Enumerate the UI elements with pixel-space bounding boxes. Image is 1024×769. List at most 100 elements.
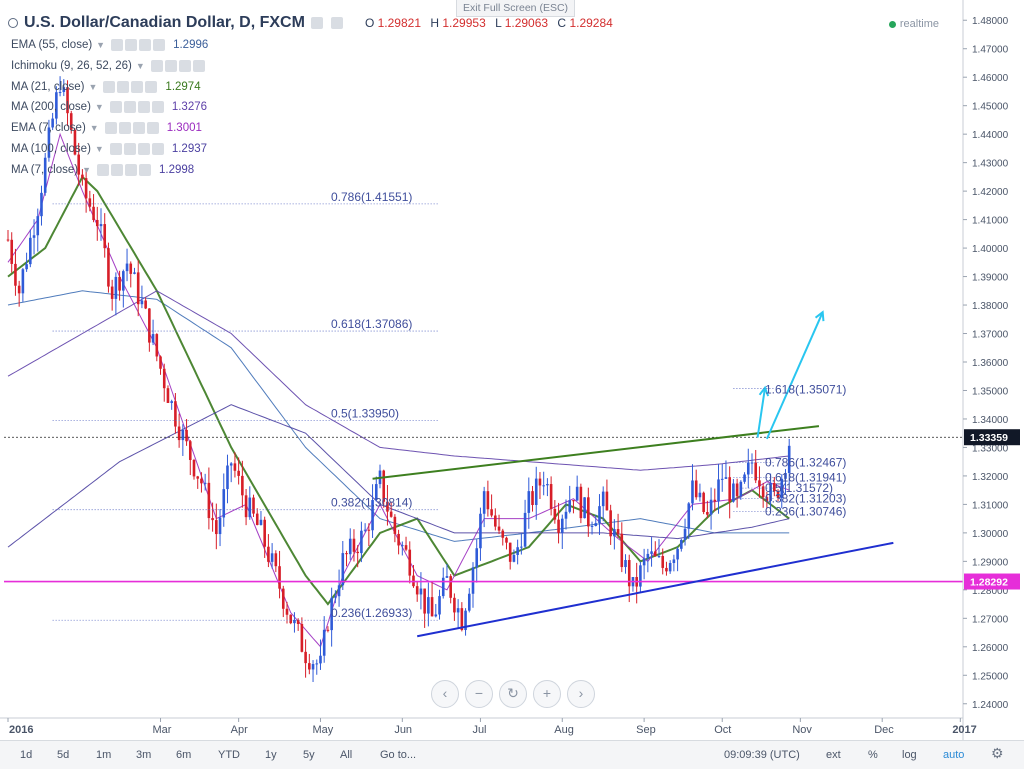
eye-icon[interactable] [150,59,163,72]
chevron-down-icon[interactable]: ▼ [88,81,98,92]
timeframe-button[interactable]: 1m [96,749,112,761]
chevron-down-icon[interactable]: ▼ [94,102,104,113]
candle-body [40,192,43,217]
indicator-row[interactable]: MA (21, close) ▼ 1.2974 [11,80,201,93]
close-icon[interactable] [153,39,166,51]
add-icon[interactable] [125,163,138,176]
price-tick-label: 1.47000 [972,45,1009,56]
settings-icon[interactable] [117,80,130,93]
chevron-down-icon[interactable]: ▼ [135,60,145,71]
fib-right-label: 0.236(1.30746) [765,505,846,519]
candle-body [304,651,307,664]
candle-body [352,538,356,552]
timeframe-button[interactable]: 5y [303,749,315,761]
settings-icon[interactable] [125,39,138,51]
timeframe-button[interactable]: All [340,749,353,761]
close-icon[interactable] [146,122,159,135]
eye-icon[interactable] [103,80,116,93]
symbol-title: U.S. Dollar/Canadian Dollar, D, FXCM [24,14,305,31]
scroll-right-icon[interactable]: › [567,680,595,708]
candle-body [32,235,36,238]
candle-body [784,472,787,479]
indicator-row[interactable]: Ichimoku (9, 26, 52, 26) ▼ [11,59,207,72]
settings-icon[interactable] [123,101,136,114]
gear-icon[interactable]: ⚙ [991,745,1004,761]
timeframe-button[interactable]: YTD [218,749,240,761]
chevron-down-icon[interactable]: ▼ [94,144,104,154]
candle-body [129,263,133,274]
candle-body [754,462,758,481]
timeframe-button[interactable]: 1d [20,749,33,761]
percent-button[interactable]: % [868,749,878,761]
add-icon[interactable] [139,39,152,51]
scroll-left-icon[interactable]: ‹ [431,680,459,708]
candle-body [601,491,605,507]
log-button[interactable]: log [902,749,917,761]
time-tick-label: Sep [636,724,656,736]
candle-body [538,478,542,486]
time-tick-label: Jun [394,724,412,736]
eye-icon[interactable] [111,39,124,51]
chevron-down-icon[interactable]: ▼ [89,123,99,134]
exit-fullscreen-button[interactable]: Exit Full Screen (ESC) [456,0,576,17]
settings-icon[interactable] [330,17,343,29]
chevron-down-icon[interactable]: ▼ [96,40,106,50]
eye-icon[interactable] [97,163,110,176]
indicator-row[interactable]: EMA (7, close) ▼ 1.3001 [11,122,202,135]
add-icon[interactable] [137,101,150,114]
zoom-in-icon[interactable]: + [533,680,561,708]
auto-button[interactable]: auto [943,749,965,761]
zoom-out-icon[interactable]: − [465,680,493,708]
close-icon[interactable] [139,163,152,176]
price-tick-label: 1.24000 [972,700,1009,711]
add-icon[interactable] [137,143,150,155]
indicator-row[interactable]: MA (200, close) ▼ 1.3276 [11,101,207,114]
price-tick-label: 1.34000 [972,415,1009,426]
timeframe-button[interactable]: 1y [265,749,277,761]
ext-button[interactable]: ext [826,749,841,761]
indicator-row[interactable]: MA (100, close) ▼ 1.2937 [11,143,207,155]
timeframe-button[interactable]: 6m [176,749,192,761]
close-icon[interactable] [145,80,158,93]
indicator-row[interactable]: MA (7, close) ▼ 1.2998 [11,163,194,176]
eye-icon[interactable] [109,143,122,155]
close-icon[interactable] [151,143,164,155]
settings-icon[interactable] [118,122,131,135]
eye-icon[interactable] [310,17,323,29]
price-tick-label: 1.41000 [972,216,1009,227]
timeframe-button[interactable]: 5d [57,749,70,761]
add-icon[interactable] [178,59,191,72]
candle-body [587,497,590,527]
price-tick-label: 1.42000 [972,187,1009,198]
candle-body [233,463,237,471]
candle-body [10,239,14,264]
candle-body [360,530,363,554]
add-icon[interactable] [131,80,144,93]
candle-body [6,239,10,241]
add-icon[interactable] [132,122,145,135]
candle-body [62,87,66,93]
eye-icon[interactable] [109,101,122,114]
candle-body [81,174,84,179]
timeframe-button[interactable]: Go to... [380,749,417,761]
candle-body [471,567,475,594]
settings-icon[interactable] [111,163,124,176]
close-icon[interactable] [151,101,164,114]
reset-icon[interactable]: ↻ [499,680,527,708]
indicator-value: 1.2974 [165,80,201,93]
price-tick-label: 1.44000 [972,130,1009,141]
indicator-row[interactable]: EMA (55, close) ▼ 1.2996 [11,39,208,51]
price-chart[interactable]: 0.786(1.41551) 0.618(1.37086) 0.5(1.33950)… [0,0,1024,740]
settings-icon[interactable] [123,143,136,155]
ohlc-values: O 1.29821 H 1.29953 L 1.29063 C 1.29284 [364,16,613,30]
horizontal-level-tag: 1.28292 [970,577,1008,589]
collapse-circle-icon[interactable] [8,18,18,28]
chevron-down-icon[interactable]: ▼ [82,164,92,175]
eye-icon[interactable] [104,122,117,135]
candle-body [166,388,170,403]
close-icon[interactable] [192,59,205,72]
candle-body [732,483,735,502]
time-tick-label: Oct [714,724,731,736]
settings-icon[interactable] [164,59,177,72]
timeframe-button[interactable]: 3m [136,749,152,761]
